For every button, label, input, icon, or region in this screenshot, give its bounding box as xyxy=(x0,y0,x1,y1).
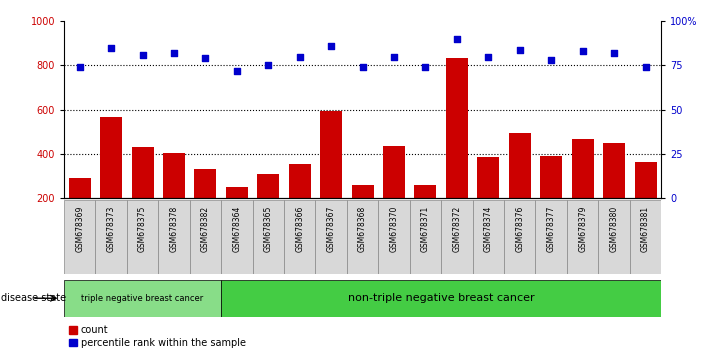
Point xyxy=(200,56,211,61)
FancyBboxPatch shape xyxy=(410,200,442,274)
Point xyxy=(514,47,525,52)
FancyBboxPatch shape xyxy=(347,200,378,274)
Point xyxy=(609,50,620,56)
Point xyxy=(326,43,337,49)
FancyBboxPatch shape xyxy=(284,200,316,274)
Text: GSM678379: GSM678379 xyxy=(578,206,587,252)
Point xyxy=(640,64,651,70)
Bar xyxy=(257,174,279,242)
Bar xyxy=(446,58,468,242)
Bar xyxy=(69,178,91,242)
FancyBboxPatch shape xyxy=(535,200,567,274)
Bar xyxy=(383,146,405,242)
Bar xyxy=(509,133,531,242)
Text: GSM678376: GSM678376 xyxy=(515,206,524,252)
Point xyxy=(262,63,274,68)
Text: GSM678372: GSM678372 xyxy=(452,206,461,252)
FancyBboxPatch shape xyxy=(95,200,127,274)
Bar xyxy=(163,153,185,242)
Text: GSM678373: GSM678373 xyxy=(107,206,116,252)
Text: GSM678380: GSM678380 xyxy=(609,206,619,252)
Text: GSM678375: GSM678375 xyxy=(138,206,147,252)
Text: non-triple negative breast cancer: non-triple negative breast cancer xyxy=(348,293,535,303)
Text: GSM678371: GSM678371 xyxy=(421,206,430,252)
Point xyxy=(577,48,588,54)
Point xyxy=(137,52,149,58)
FancyBboxPatch shape xyxy=(442,200,473,274)
Text: GSM678382: GSM678382 xyxy=(201,206,210,252)
Point xyxy=(357,64,368,70)
FancyBboxPatch shape xyxy=(504,200,535,274)
Point xyxy=(74,64,85,70)
FancyBboxPatch shape xyxy=(378,200,410,274)
Point xyxy=(105,45,117,51)
Bar xyxy=(320,111,342,242)
Text: disease state: disease state xyxy=(1,293,67,303)
Bar xyxy=(540,156,562,242)
Point xyxy=(388,54,400,59)
Point xyxy=(451,36,463,42)
Text: GSM678368: GSM678368 xyxy=(358,206,367,252)
Text: GSM678370: GSM678370 xyxy=(390,206,399,252)
Bar xyxy=(603,143,625,242)
Point xyxy=(483,54,494,59)
Bar xyxy=(100,118,122,242)
Text: GSM678377: GSM678377 xyxy=(547,206,556,252)
FancyBboxPatch shape xyxy=(630,200,661,274)
Text: GSM678369: GSM678369 xyxy=(75,206,84,252)
Text: GSM678378: GSM678378 xyxy=(169,206,178,252)
FancyBboxPatch shape xyxy=(599,200,630,274)
Bar xyxy=(477,157,499,242)
FancyBboxPatch shape xyxy=(127,200,159,274)
Point xyxy=(419,64,431,70)
FancyBboxPatch shape xyxy=(64,280,221,317)
Bar xyxy=(289,164,311,242)
FancyBboxPatch shape xyxy=(221,280,661,317)
Text: GSM678374: GSM678374 xyxy=(484,206,493,252)
Point xyxy=(294,54,306,59)
Text: GSM678367: GSM678367 xyxy=(326,206,336,252)
Text: GSM678365: GSM678365 xyxy=(264,206,273,252)
FancyBboxPatch shape xyxy=(159,200,190,274)
FancyBboxPatch shape xyxy=(252,200,284,274)
FancyBboxPatch shape xyxy=(221,200,252,274)
Point xyxy=(169,50,180,56)
Bar xyxy=(634,162,656,242)
Text: GSM678381: GSM678381 xyxy=(641,206,650,252)
Text: GSM678364: GSM678364 xyxy=(232,206,241,252)
FancyBboxPatch shape xyxy=(190,200,221,274)
Bar xyxy=(572,138,594,242)
Bar xyxy=(194,170,216,242)
Point xyxy=(545,57,557,63)
Bar xyxy=(132,147,154,242)
FancyBboxPatch shape xyxy=(316,200,347,274)
FancyBboxPatch shape xyxy=(473,200,504,274)
Bar xyxy=(226,187,248,242)
Text: GSM678366: GSM678366 xyxy=(295,206,304,252)
Bar xyxy=(415,185,437,242)
FancyBboxPatch shape xyxy=(64,200,95,274)
Legend: count, percentile rank within the sample: count, percentile rank within the sample xyxy=(69,325,245,348)
Text: triple negative breast cancer: triple negative breast cancer xyxy=(82,294,203,303)
Bar xyxy=(352,185,373,242)
FancyBboxPatch shape xyxy=(567,200,599,274)
Point xyxy=(231,68,242,74)
